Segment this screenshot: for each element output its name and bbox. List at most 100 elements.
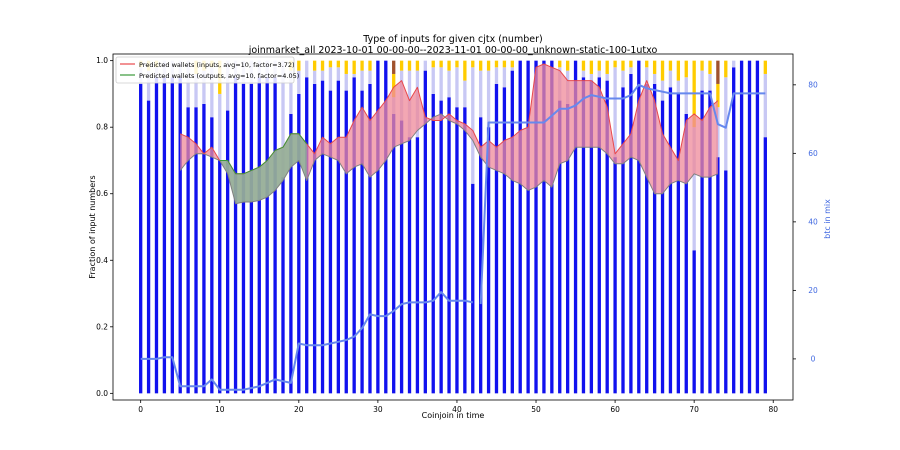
bar-fresh-51 (542, 60, 546, 394)
lines-layer (140, 63, 766, 391)
x-tick-label: 80 (768, 405, 778, 414)
bar-mixed-27 (352, 73, 356, 78)
bar-fresh-63 (637, 60, 641, 394)
bar-mixed-23 (320, 70, 325, 81)
bar-mixed-39 (447, 70, 451, 98)
y-tick-label: 0.2 (96, 322, 108, 331)
bar-mixed-38 (439, 67, 443, 101)
bar-fresh-64 (645, 83, 649, 394)
y-axis-label: Fraction of input numbers (88, 175, 97, 278)
bar-mixed-28 (360, 70, 364, 91)
chart-title: Type of inputs for given cjtx (number) (362, 34, 542, 45)
bar-remix-40 (455, 60, 459, 68)
bar-fresh-7 (194, 107, 198, 394)
bar-mixed-22 (312, 70, 317, 84)
bar-fresh-68 (676, 93, 681, 394)
bar-mixed-58 (597, 70, 601, 78)
y-tick-label: 1.0 (96, 56, 108, 65)
y2-axis-label: btc in mix (823, 199, 832, 239)
bar-fresh-57 (589, 80, 594, 394)
bar-fresh-25 (336, 80, 341, 394)
x-tick-label: 60 (610, 405, 620, 414)
bar-fresh-42 (471, 183, 475, 394)
bar-fresh-66 (660, 100, 665, 394)
bar-fresh-27 (352, 77, 356, 394)
bar-remix-35 (415, 60, 420, 71)
y2-tick-label: 20 (808, 286, 818, 295)
bar-fresh-4 (170, 77, 174, 394)
bar-fresh-8 (202, 103, 206, 394)
bar-mixed-45 (494, 67, 499, 84)
bar-fresh-40 (455, 107, 459, 394)
bar-fresh-54 (565, 103, 570, 394)
bar-fresh-23 (320, 80, 325, 394)
bar-fresh-67 (668, 87, 673, 394)
bar-fresh-52 (550, 60, 554, 394)
bar-remix-42 (471, 60, 475, 68)
bar-fresh-28 (360, 90, 364, 394)
bar-mixed-66 (660, 80, 665, 101)
x-tick-label: 20 (294, 405, 304, 414)
bar-remix-61 (621, 60, 625, 71)
bar-fresh-74 (724, 170, 728, 394)
bar-mixed-59 (605, 73, 609, 81)
bar-fresh-26 (344, 90, 348, 394)
y2-tick-label: 80 (808, 80, 818, 89)
bar-fresh-2 (154, 77, 159, 394)
bar-remix-71 (700, 60, 704, 71)
bar-mixed-29 (368, 70, 372, 84)
x-axis: 0 10 20 30 40 50 60 70 80 (138, 400, 778, 414)
bar-fresh-29 (368, 83, 372, 394)
bar-mixed-65 (652, 73, 657, 84)
bar-fresh-60 (613, 157, 617, 394)
y2-tick-label: 60 (808, 149, 818, 158)
x-tick-label: 10 (215, 405, 225, 414)
bar-fresh-17 (273, 77, 277, 394)
bar-mixed-62 (629, 67, 633, 74)
bar-mixed-61 (621, 70, 625, 88)
bar-mixed-43 (479, 70, 483, 118)
x-axis-label: Coinjoin in time (422, 411, 485, 420)
bar-mixed-26 (344, 73, 348, 91)
bar-remix-69 (684, 60, 688, 78)
bar-fresh-49 (526, 60, 530, 394)
bar-fresh-5 (178, 77, 182, 394)
bar-fresh-36 (423, 70, 427, 394)
x-tick-label: 40 (452, 405, 462, 414)
bar-fresh-56 (581, 77, 586, 394)
bar-fresh-9 (210, 117, 214, 394)
bar-mixed-19 (289, 70, 293, 114)
bar-fresh-32 (392, 113, 396, 394)
bar-remix-20 (297, 60, 301, 71)
bar-remix-45 (494, 60, 499, 68)
bar-mixed-18 (281, 60, 285, 178)
bars-layer (139, 60, 767, 394)
bar-remix-22 (312, 60, 317, 71)
bar-fresh-79 (763, 137, 767, 394)
bar-remix-60 (613, 60, 617, 68)
bar-mixed-8 (202, 70, 206, 104)
legend-label-outputs: Predicted wallets (outputs, avg=10, fact… (139, 72, 299, 80)
y-tick-label: 0.0 (96, 389, 108, 398)
bar-mixed-46 (502, 67, 507, 88)
bar-mixed-60 (613, 67, 617, 158)
legend: Predicted wallets (inputs, avg=10, facto… (115, 56, 299, 84)
bar-fresh-18 (281, 177, 285, 394)
outputs-prediction-line (219, 133, 308, 175)
bar-remix-24 (328, 60, 333, 68)
bar-mixed-10 (218, 93, 222, 161)
bar-fresh-61 (621, 87, 625, 394)
bar-mixed-1 (146, 70, 151, 101)
bar-fresh-22 (312, 83, 317, 394)
bar-remix-68 (676, 60, 681, 81)
bar-fresh-47 (510, 70, 514, 394)
bar-fresh-69 (684, 113, 688, 394)
bar-fresh-15 (257, 77, 261, 394)
bar-remix-79 (763, 60, 767, 74)
bar-remix-56 (581, 60, 586, 71)
bar-remix-58 (597, 60, 601, 71)
bar-mixed-37 (431, 67, 435, 94)
bar-mixed-42 (471, 67, 475, 184)
bar-remix-27 (352, 60, 356, 74)
bar-fresh-50 (534, 60, 538, 394)
